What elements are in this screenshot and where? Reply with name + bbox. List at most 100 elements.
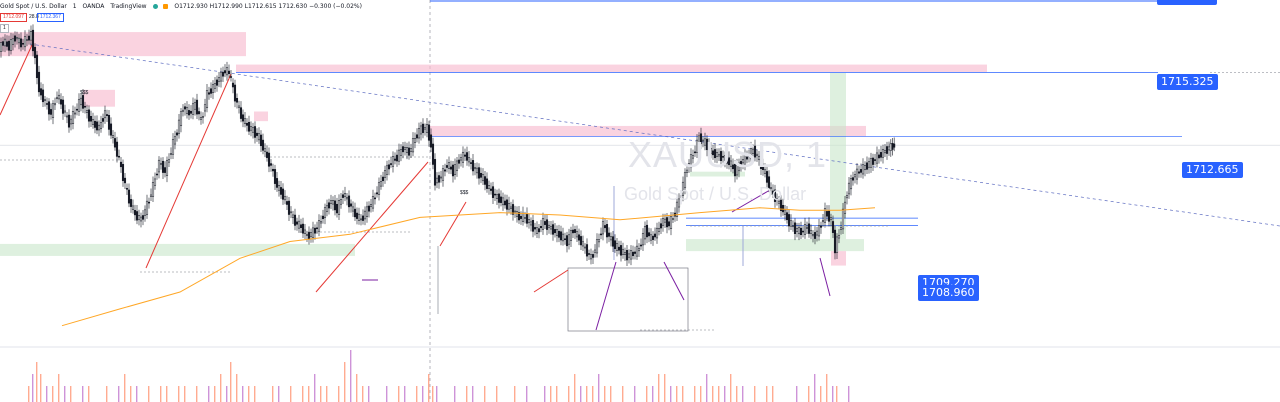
volume-bar	[32, 374, 34, 402]
candle-body	[813, 232, 817, 239]
candle-body	[37, 71, 41, 93]
candle-body	[77, 99, 81, 112]
candle-body	[173, 136, 177, 145]
candle-body	[647, 232, 651, 237]
volume-bar	[46, 386, 48, 402]
candle-body	[437, 175, 441, 183]
candle-body	[491, 186, 495, 198]
volume-bar	[386, 386, 388, 402]
candle-body	[245, 123, 249, 126]
candle-body	[689, 154, 693, 168]
moving-average-line	[61, 207, 876, 327]
volume-bar	[664, 374, 666, 402]
candle-body	[817, 225, 821, 237]
volume-bar	[724, 386, 726, 402]
candle-body	[865, 162, 869, 170]
candle-body	[577, 234, 581, 241]
candle-body	[151, 181, 155, 197]
candle-body	[595, 239, 599, 254]
candle-body	[415, 134, 419, 139]
candle-body	[11, 38, 15, 45]
volume-bar	[236, 374, 238, 402]
candle-body	[335, 203, 339, 214]
candle-body	[337, 200, 341, 215]
candle-body	[637, 247, 641, 252]
candle-body	[197, 111, 201, 115]
price-badge-top[interactable]	[1157, 0, 1217, 5]
volume-bar	[242, 386, 244, 402]
candle-body	[147, 201, 151, 204]
candle-body	[643, 226, 647, 240]
volume-bar	[432, 386, 434, 402]
candle-body	[441, 168, 445, 181]
volume-bar	[88, 386, 90, 402]
candle-body	[679, 195, 683, 198]
candle-body	[551, 224, 555, 235]
interval[interactable]: 1	[72, 3, 77, 10]
price-badge-1715[interactable]: 1715.325	[1157, 74, 1218, 90]
indicator-count[interactable]: 1	[0, 24, 9, 33]
candle-body	[891, 143, 894, 150]
candle-body	[661, 218, 665, 226]
volume-bar	[718, 386, 720, 402]
candle-body	[705, 138, 709, 151]
candle-body	[333, 200, 337, 211]
candle-body	[445, 165, 449, 168]
candle-body	[615, 243, 619, 251]
candle-body	[101, 118, 105, 122]
candle-body	[317, 220, 321, 232]
candle-body	[221, 71, 225, 77]
candle-body	[133, 210, 137, 216]
volume-bar	[118, 386, 120, 402]
volume-bar	[610, 386, 612, 402]
candle-body	[45, 103, 49, 105]
candle-layer	[0, 24, 896, 266]
candle-body	[629, 250, 633, 260]
candle-body	[683, 172, 687, 189]
candle-body	[397, 149, 401, 162]
candle-body	[43, 99, 47, 101]
volume-bar	[568, 386, 570, 402]
candle-body	[375, 192, 379, 195]
candle-body	[179, 111, 183, 127]
candle-body	[193, 102, 197, 110]
volume-bar	[604, 386, 606, 402]
candle-body	[307, 232, 311, 240]
candle-body	[259, 134, 263, 147]
candle-body	[49, 109, 53, 115]
candle-body	[727, 157, 731, 166]
price-badge-1708[interactable]: 1708.960	[918, 285, 979, 301]
symbol-name[interactable]: Gold Spot / U.S. Dollar	[0, 3, 67, 10]
candle-body	[261, 139, 265, 151]
candle-body	[763, 169, 767, 174]
candle-body	[225, 67, 229, 76]
candle-body	[223, 70, 227, 74]
candle-body	[555, 229, 559, 237]
candle-body	[127, 189, 131, 204]
volume-bar	[826, 374, 828, 402]
sell-button[interactable]: 1712.097	[0, 13, 27, 22]
candle-body	[845, 194, 849, 199]
candle-body	[285, 201, 289, 205]
candle-body	[519, 215, 523, 219]
candle-body	[735, 164, 739, 176]
candle-body	[641, 232, 645, 246]
candle-body	[475, 167, 479, 174]
candle-body	[507, 202, 511, 210]
volume-bar	[70, 386, 72, 402]
candle-body	[795, 228, 799, 232]
volume-bar	[694, 386, 696, 402]
candle-body	[359, 218, 363, 221]
candle-body	[251, 127, 255, 133]
candle-body	[709, 147, 713, 154]
range-box	[567, 267, 689, 332]
volume-bar	[580, 386, 582, 402]
volume-bar	[106, 386, 108, 402]
moving-average-layer	[61, 207, 876, 327]
volume-bar	[848, 386, 850, 402]
price-badge-1712[interactable]: 1712.665	[1182, 162, 1243, 178]
candle-body	[855, 168, 859, 180]
buy-button[interactable]: 1712.367	[37, 13, 64, 22]
volume-bar	[148, 386, 150, 402]
